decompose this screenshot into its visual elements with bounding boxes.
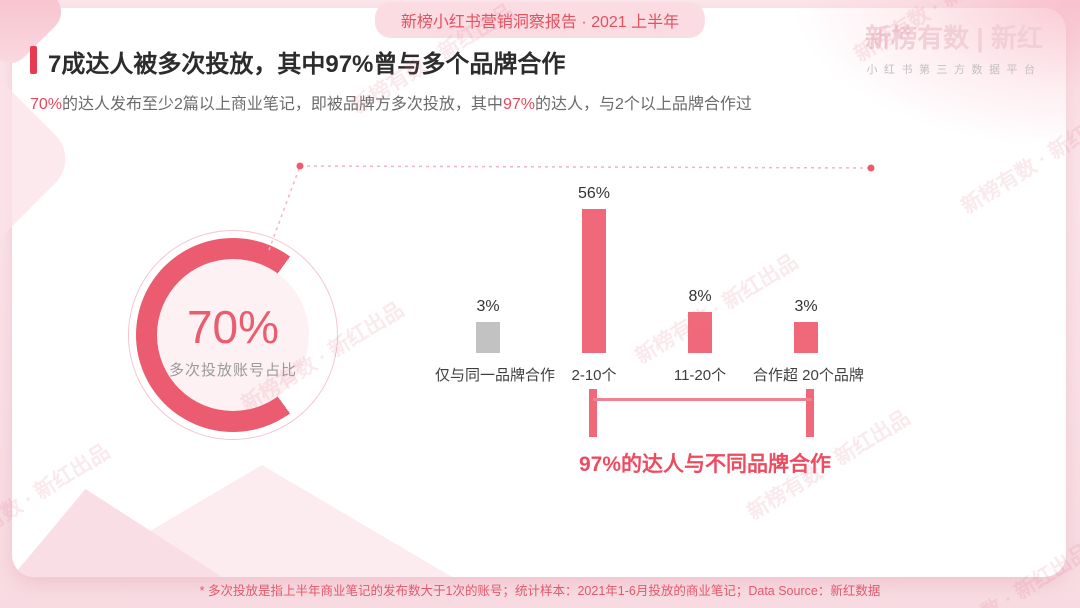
subtitle-highlight: 97% (502, 96, 535, 113)
bar-slot: 3% 合作超 20个品牌 (753, 175, 864, 385)
bracket-annotation: 97%的达人与不同品牌合作 (578, 453, 832, 476)
bracket-left-end (589, 389, 597, 437)
connector-dot-left (296, 162, 304, 170)
page-subtitle: 70%的达人发布至少2篇以上商业笔记，即被品牌方多次投放，其中97%的达人，与2… (30, 90, 752, 114)
bar-chart: 3% 仅与同一品牌合作 56% 2-10个 8% 11-20个 3% 合作超 20个品牌 (435, 175, 864, 385)
bar (688, 312, 712, 353)
bar-category-label: 2-10个 (571, 367, 617, 384)
report-badge: 新榜小红书营销洞察报告 · 2021 上半年 (374, 2, 706, 38)
page-title: 7成达人被多次投放，其中97%曾与多个品牌合作 (48, 51, 566, 78)
brand-logo-tagline: 小红书第三方数据平台 (866, 64, 1042, 76)
donut-inner-disc (157, 259, 309, 411)
brand-logo: 新榜有数 | 新红 小红书第三方数据平台 (864, 18, 1044, 77)
bar-value-label: 3% (476, 298, 500, 315)
subtitle-highlight: 70% (30, 96, 63, 113)
bar-value-label: 56% (577, 185, 611, 202)
donut-chart: 70% 多次投放账号占比 (128, 230, 338, 440)
bar (582, 209, 606, 353)
brand-logo-text: 新榜有数 | 新红 (865, 23, 1043, 53)
bar-category-label: 仅与同一品牌合作 (435, 367, 556, 384)
bar-value-label: 8% (688, 288, 712, 305)
bar-slot: 3% 仅与同一品牌合作 (435, 175, 556, 385)
bar (476, 322, 500, 353)
donut-center: 70% 多次投放账号占比 (128, 230, 338, 440)
subtitle-text: 的达人发布至少2篇以上商业笔记，即被品牌方多次投放，其中 (62, 96, 503, 113)
donut-value: 70% (186, 301, 280, 353)
footnote: * 多次投放是指上半年商业笔记的发布数大于1次的账号；统计样本：2021年1-6… (199, 584, 881, 598)
bar-slot: 8% 11-20个 (647, 175, 753, 385)
bar-category-label: 11-20个 (673, 367, 727, 384)
connector-dot-right (867, 164, 875, 172)
bar-value-label: 3% (794, 298, 818, 315)
bar-slot: 56% 2-10个 (541, 175, 647, 385)
title-accent-bar (30, 46, 37, 74)
bar (794, 322, 818, 353)
connector-dotted-line (268, 162, 875, 251)
bracket-line (593, 398, 812, 401)
donut-label: 多次投放账号占比 (168, 362, 297, 379)
top-right-gradient-decoration (790, 0, 1080, 150)
bracket-right-end (806, 389, 814, 437)
bar-category-label: 合作超 20个品牌 (753, 367, 864, 384)
subtitle-text: 的达人，与2个以上品牌合作过 (534, 96, 752, 113)
